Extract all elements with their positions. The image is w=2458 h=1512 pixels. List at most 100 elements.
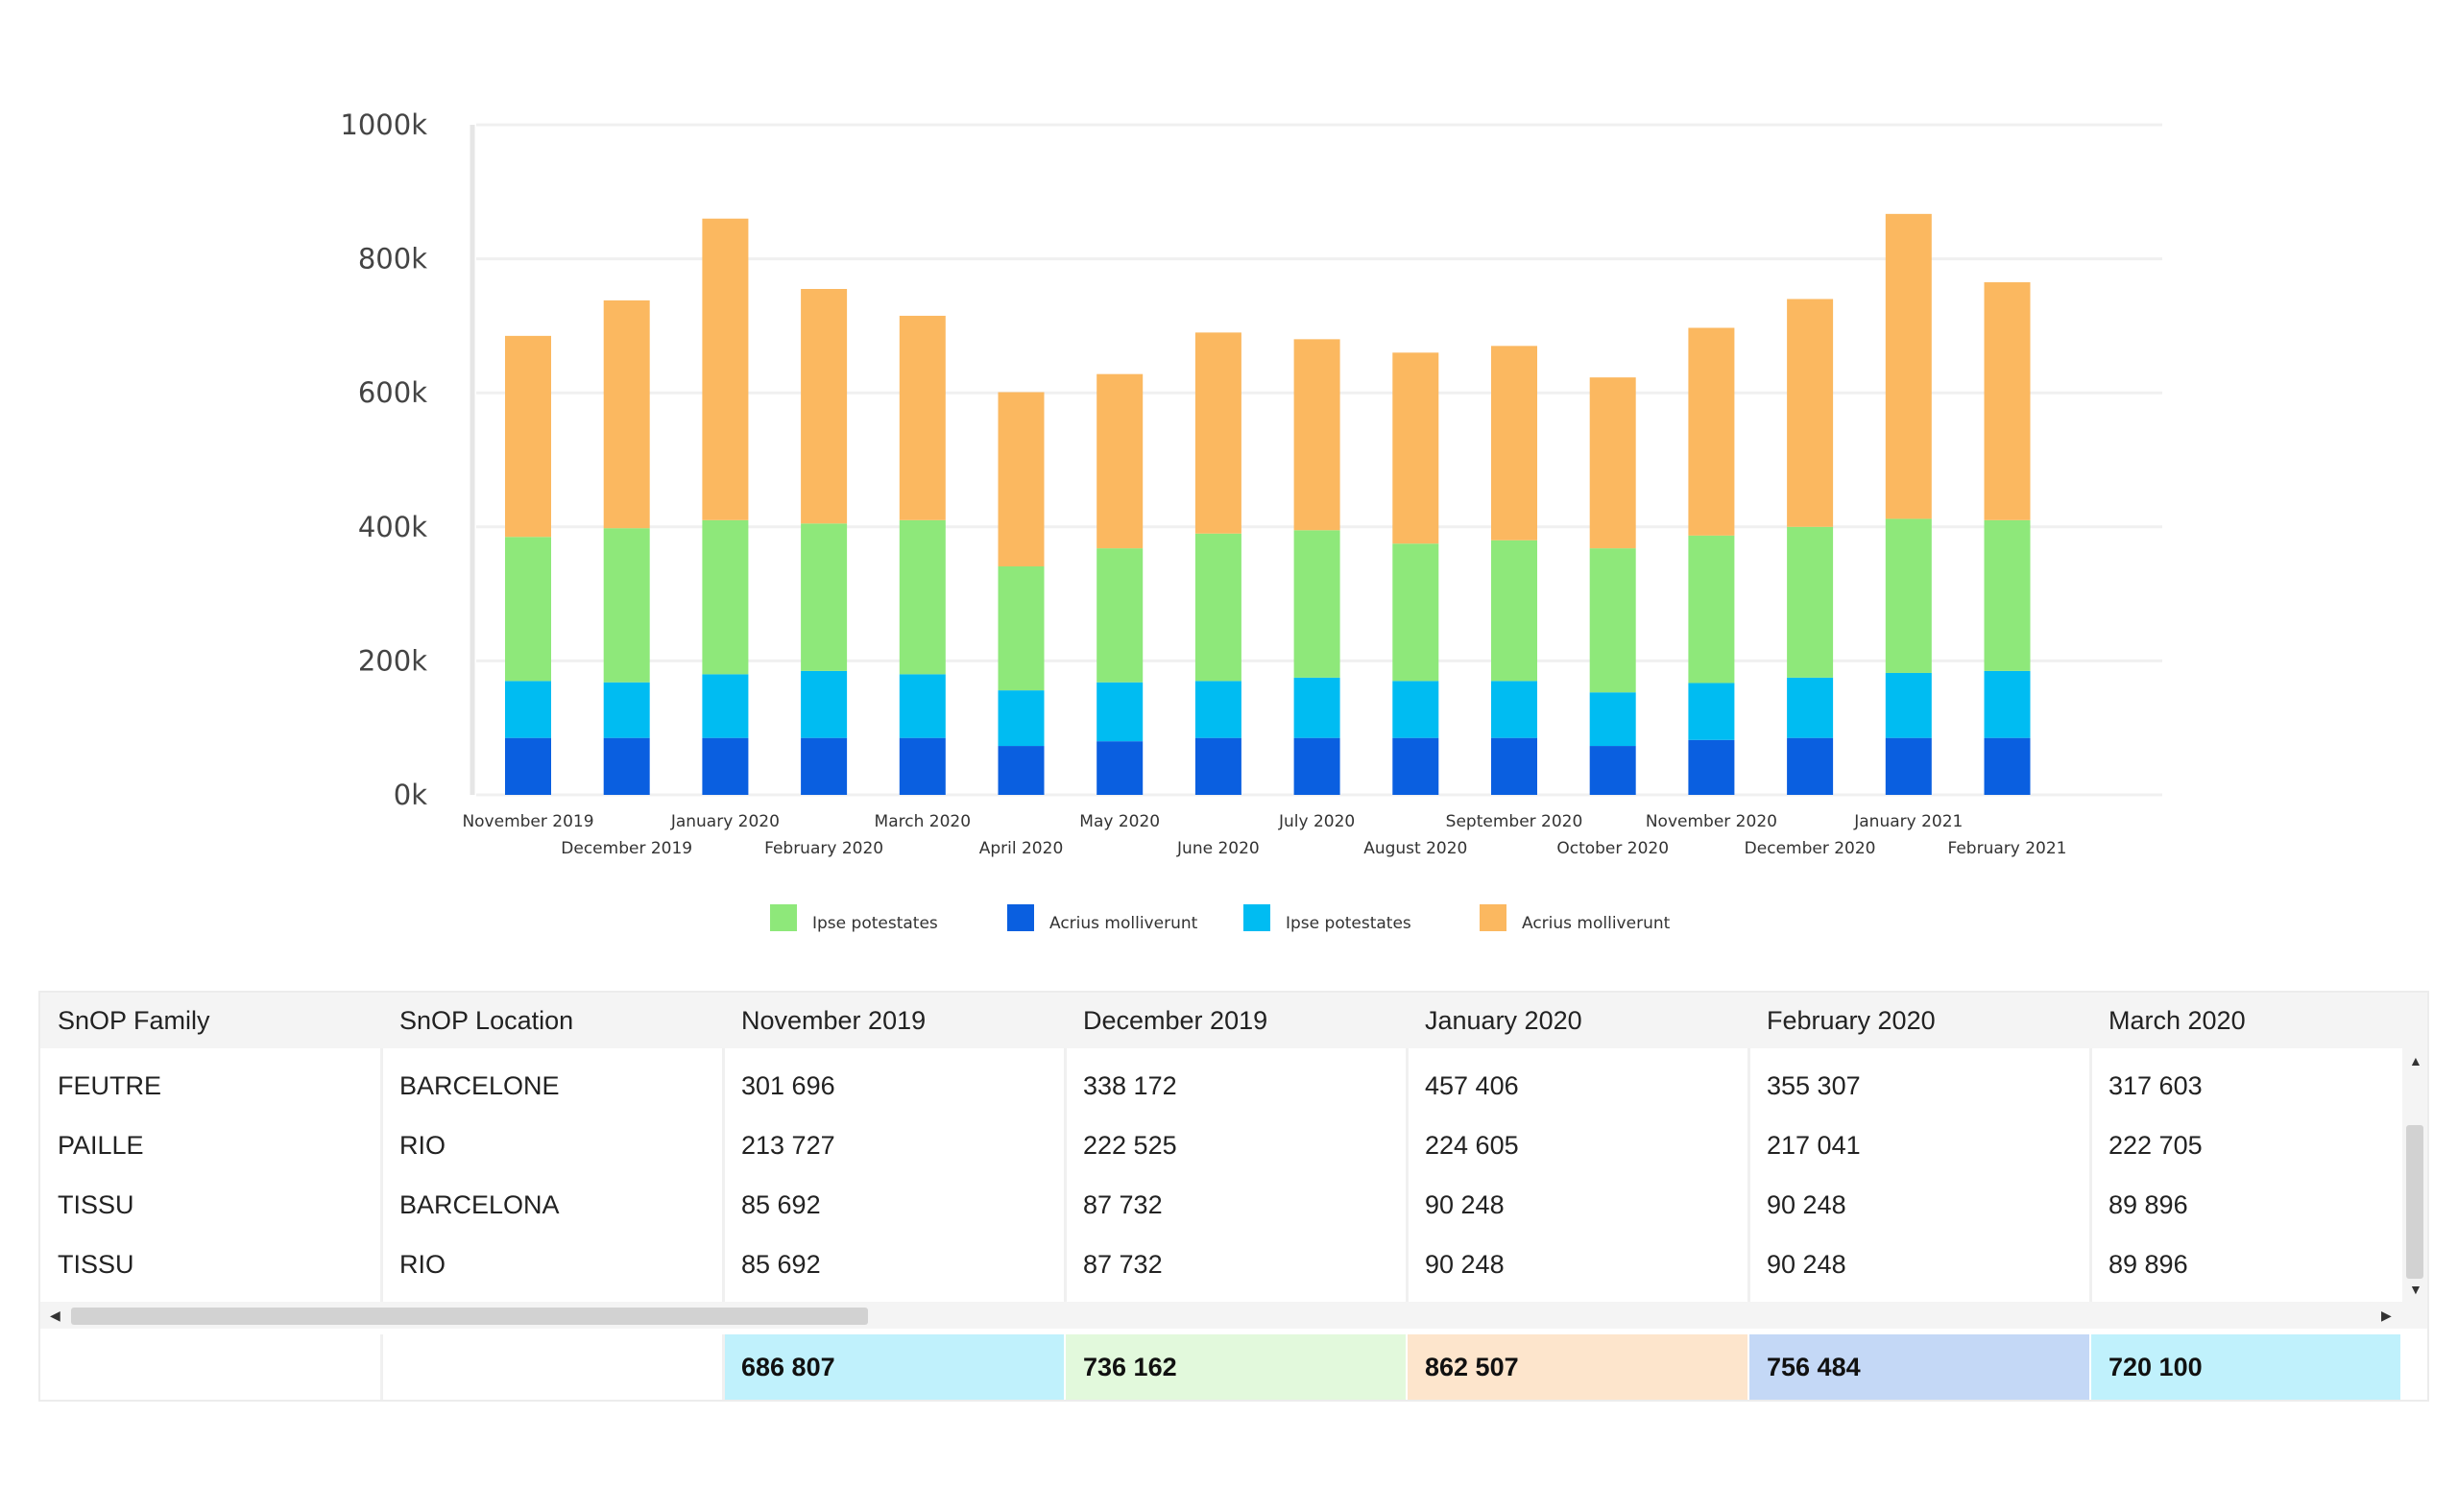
bar-segment[interactable]	[1589, 692, 1636, 747]
bar-segment[interactable]	[702, 737, 749, 795]
bar-segment[interactable]	[1194, 737, 1241, 795]
bar-segment[interactable]	[603, 528, 650, 683]
bar-segment[interactable]	[702, 519, 749, 675]
bar-segment[interactable]	[1984, 282, 2031, 520]
column-header[interactable]: December 2019	[1083, 1006, 1268, 1035]
bar-segment[interactable]	[603, 737, 650, 795]
bar-segment[interactable]	[1787, 737, 1834, 795]
bar-segment[interactable]	[1787, 299, 1834, 527]
bar-segment[interactable]	[1787, 677, 1834, 738]
legend-item[interactable]: Acrius molliverunt	[1480, 904, 1671, 933]
y-tick-label: 0k	[394, 779, 427, 811]
bar-segment[interactable]	[1885, 672, 1932, 738]
column-header[interactable]: March 2020	[2109, 1006, 2246, 1035]
bar-segment[interactable]	[899, 519, 946, 675]
table-row[interactable]: FEUTRE BARCELONE 301 696 338 172 457 406 355 …	[40, 1056, 2402, 1116]
bar-segment[interactable]	[899, 315, 946, 520]
bar-segment[interactable]	[1984, 670, 2031, 738]
bar-segment[interactable]	[505, 681, 551, 738]
bar-segment[interactable]	[1096, 741, 1144, 795]
legend-item[interactable]: Acrius molliverunt	[1007, 904, 1198, 933]
horizontal-scroll-thumb[interactable]	[71, 1308, 868, 1325]
table-cell: TISSU	[58, 1190, 134, 1219]
bar-segment[interactable]	[998, 565, 1045, 691]
bar-segment[interactable]	[1589, 548, 1636, 693]
legend-swatch	[1243, 904, 1270, 931]
bar-segment[interactable]	[998, 746, 1045, 795]
bar-segment[interactable]	[1392, 352, 1439, 544]
horizontal-scrollbar[interactable]: ◀ ▶	[40, 1302, 2427, 1329]
bar-segment[interactable]	[505, 737, 551, 795]
bar-segment[interactable]	[801, 523, 848, 671]
bar-segment[interactable]	[1392, 543, 1439, 682]
column-separator	[722, 1048, 725, 1302]
bar-segment[interactable]	[1491, 346, 1537, 540]
bar-segment[interactable]	[1688, 327, 1735, 536]
column-header[interactable]: November 2019	[741, 1006, 927, 1035]
column-header[interactable]: February 2020	[1767, 1006, 1936, 1035]
bar-segment[interactable]	[1194, 533, 1241, 682]
scroll-down-icon[interactable]: ▼	[2409, 1282, 2422, 1297]
column-header[interactable]: SnOP Family	[58, 1006, 210, 1035]
bar-segment[interactable]	[899, 737, 946, 795]
table-cell: 355 307	[1767, 1071, 1861, 1100]
bar-segment[interactable]	[1194, 332, 1241, 534]
table-row[interactable]: TISSU RIO 85 692 87 732 90 248 90 248 89 896	[40, 1235, 2402, 1294]
table-cell: 87 732	[1083, 1190, 1163, 1219]
bar-segment[interactable]	[603, 682, 650, 738]
bar-segment[interactable]	[1589, 377, 1636, 549]
bar-segment[interactable]	[1096, 373, 1144, 549]
table-cell: 89 896	[2109, 1190, 2188, 1219]
bar-segment[interactable]	[1293, 339, 1340, 531]
column-header[interactable]: SnOP Location	[399, 1006, 574, 1035]
table-cell: RIO	[399, 1250, 446, 1279]
bar-segment[interactable]	[702, 674, 749, 738]
legend-item[interactable]: Ipse potestates	[1243, 904, 1411, 933]
bar-segment[interactable]	[1491, 540, 1537, 682]
bar-segment[interactable]	[801, 289, 848, 524]
bar-segment[interactable]	[1787, 526, 1834, 678]
column-header[interactable]: January 2020	[1425, 1006, 1582, 1035]
bar-segment[interactable]	[1984, 519, 2031, 671]
bar-segment[interactable]	[1885, 737, 1932, 795]
y-tick-label: 400k	[358, 511, 427, 543]
bar-segment[interactable]	[505, 537, 551, 682]
total-cell: 756 484	[1749, 1334, 2089, 1400]
bar-segment[interactable]	[1293, 677, 1340, 738]
bar-segment[interactable]	[1885, 518, 1932, 673]
bar-segment[interactable]	[1293, 737, 1340, 795]
grid-header: SnOP Family SnOP Location November 2019 Dec…	[40, 993, 2427, 1048]
bar-segment[interactable]	[702, 218, 749, 520]
total-cell-empty	[382, 1334, 724, 1400]
bar-segment[interactable]	[1096, 682, 1144, 742]
table-row[interactable]: PAILLE RIO 213 727 222 525 224 605 217 041 222…	[40, 1116, 2402, 1175]
scroll-up-icon[interactable]: ▲	[2409, 1053, 2422, 1068]
bar-segment[interactable]	[899, 674, 946, 738]
scroll-left-icon[interactable]: ◀	[50, 1308, 60, 1323]
bar-segment[interactable]	[1688, 535, 1735, 684]
vertical-scrollbar[interactable]: ▲ ▼	[2402, 1048, 2427, 1302]
scroll-right-icon[interactable]: ▶	[2381, 1308, 2392, 1323]
bar-segment[interactable]	[1688, 683, 1735, 740]
bar-segment[interactable]	[1096, 548, 1144, 683]
bar-segment[interactable]	[801, 737, 848, 795]
bar-segment[interactable]	[1984, 737, 2031, 795]
bar-segment[interactable]	[1688, 739, 1735, 795]
column-separator	[722, 1334, 725, 1400]
legend-item[interactable]: Ipse potestates	[770, 904, 938, 933]
bar-segment[interactable]	[1491, 681, 1537, 738]
bar-segment[interactable]	[1589, 746, 1636, 795]
bar-segment[interactable]	[801, 670, 848, 738]
bar-segment[interactable]	[1392, 681, 1439, 738]
bar-segment[interactable]	[998, 690, 1045, 747]
bar-segment[interactable]	[1392, 737, 1439, 795]
bar-segment[interactable]	[998, 392, 1045, 566]
table-row[interactable]: TISSU BARCELONA 85 692 87 732 90 248 90 248 89…	[40, 1175, 2402, 1235]
bar-segment[interactable]	[1885, 213, 1932, 519]
bar-segment[interactable]	[1293, 530, 1340, 678]
bar-segment[interactable]	[1194, 681, 1241, 738]
bar-segment[interactable]	[505, 335, 551, 538]
vertical-scroll-thumb[interactable]	[2406, 1125, 2423, 1279]
bar-segment[interactable]	[603, 300, 650, 529]
bar-segment[interactable]	[1491, 737, 1537, 795]
